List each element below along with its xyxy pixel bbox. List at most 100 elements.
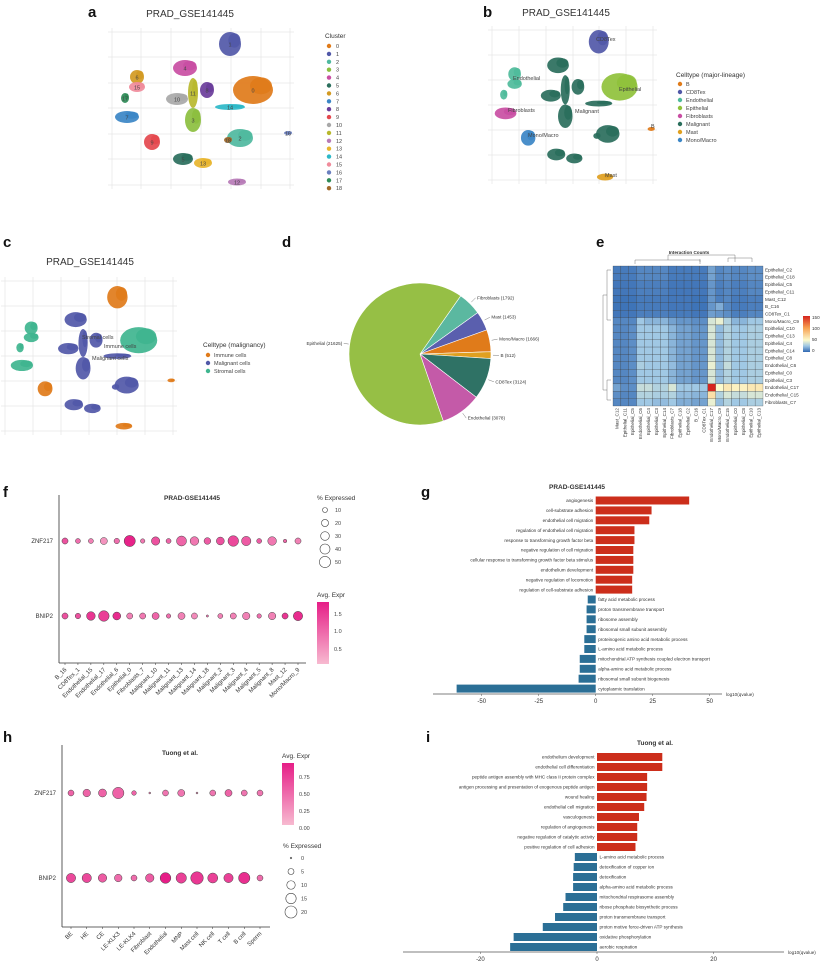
- heatmap-cell: [660, 376, 669, 385]
- heatmap-cell: [620, 280, 629, 289]
- pie-label: Mono/Macro (1666): [499, 337, 540, 342]
- heatmap-cell: [668, 310, 677, 318]
- cluster-blob-12-lobe: [122, 423, 132, 428]
- heatmap-cell: [747, 369, 756, 377]
- pie-label: Endothelial (3078): [468, 416, 506, 421]
- x-tick-label: 0: [594, 699, 598, 705]
- legend-swatch: [326, 59, 332, 64]
- heatmap-cell: [644, 354, 653, 362]
- heatmap-col-label: Fibroblasts_C7: [670, 408, 675, 439]
- dotplot-title: PRAD-GSE141445: [164, 495, 220, 502]
- heatmap-cell: [683, 361, 693, 370]
- dot-bnip2: [256, 613, 262, 619]
- heatmap-cell: [636, 324, 645, 333]
- cluster-label: 13: [200, 162, 206, 168]
- umap-b-point-label: Malignant: [575, 109, 599, 115]
- legend-item-label: 18: [336, 186, 342, 192]
- heatmap-cell: [739, 265, 748, 274]
- color-legend-tick: 0.5: [334, 647, 342, 653]
- bar-down: [573, 873, 597, 881]
- pie-label: Epithelial (21625): [306, 341, 342, 346]
- heatmap-col-label: Mast_C12: [614, 408, 619, 429]
- legend-swatch: [677, 137, 683, 143]
- heatmap-cell: [731, 302, 740, 311]
- heatmap-cell: [652, 332, 661, 340]
- legend-swatch: [677, 121, 683, 127]
- cluster-blob-12-lobe: [235, 178, 246, 184]
- heatmap-cell: [676, 317, 685, 326]
- heatmap-cell: [683, 339, 693, 348]
- legend-item-label: 10: [336, 123, 342, 129]
- bar-category-label: endothelial cell differentiation: [535, 765, 595, 770]
- heatmap-cell: [699, 273, 708, 281]
- cluster-blob-6-lobe: [513, 67, 521, 77]
- heatmap-cell: [636, 265, 645, 274]
- heatmap-cell: [676, 398, 685, 407]
- heatmap-cell: [652, 265, 661, 274]
- heatmap-cell: [707, 361, 716, 370]
- bar-chart-title: PRAD-GSE141445: [549, 484, 605, 491]
- heatmap-cell: [612, 332, 622, 340]
- color-legend-tick: 0.50: [299, 792, 310, 798]
- legend-swatch: [326, 146, 332, 151]
- heatmap-cell: [644, 383, 653, 392]
- heatmap-cell: [699, 310, 708, 318]
- heatmap-cell: [691, 317, 700, 326]
- heatmap-cell: [644, 346, 653, 355]
- heatmap-cell: [707, 376, 716, 385]
- bar-category-label: ribosomal small subunit biogenesis: [598, 676, 670, 681]
- cluster-blob-4-lobe: [183, 60, 197, 71]
- heatmap-cell: [715, 354, 724, 362]
- heatmap-cell: [668, 376, 677, 385]
- cluster-blob-8-lobe: [95, 333, 103, 343]
- bar-down: [579, 654, 596, 663]
- heatmap-cell: [660, 265, 669, 274]
- heatmap-cell: [754, 310, 764, 318]
- cluster-blob-13-lobe: [573, 154, 583, 160]
- heatmap-cell: [691, 310, 700, 318]
- size-legend-label: 10: [335, 508, 341, 514]
- heatmap-cell: [660, 346, 669, 355]
- dot-bnip2: [112, 611, 121, 621]
- heatmap-col-label: Mono/Macro_C9: [717, 408, 722, 442]
- heatmap-cell: [676, 339, 685, 348]
- gene-label: BNIP2: [36, 614, 54, 620]
- cluster-blob-7-lobe: [503, 108, 516, 116]
- dot-bnip2: [256, 874, 264, 882]
- pie-leader-line: [484, 317, 491, 321]
- dot-bnip2: [130, 874, 138, 882]
- dot-bnip2: [217, 613, 224, 619]
- heatmap-cell: [731, 383, 740, 392]
- heatmap-col-label: Epithelial_C18: [678, 408, 683, 438]
- panel-label-c: c: [3, 234, 11, 251]
- heatmap-cell: [668, 346, 677, 355]
- heatmap-cell: [707, 369, 716, 377]
- heatmap-cell: [723, 369, 732, 377]
- cluster-blob-8-lobe: [205, 82, 214, 93]
- color-legend-tick: 1.0: [334, 629, 342, 635]
- dot-znf217: [151, 536, 161, 546]
- heatmap-cell: [747, 287, 756, 296]
- cluster-blob-16-lobe: [170, 378, 175, 381]
- bar-up: [595, 585, 633, 594]
- heatmap-cell: [723, 398, 732, 407]
- heatmap-cell: [723, 273, 732, 281]
- heatmap-cell: [707, 302, 716, 311]
- bar-down: [542, 923, 597, 931]
- heatmap-cell: [676, 369, 685, 377]
- bar-category-label: negative regulation of locomotion: [526, 577, 594, 582]
- heatmap-cell: [723, 376, 732, 385]
- cluster-blob-2-lobe: [606, 125, 619, 137]
- heatmap-col-label: Epithelial_C3: [654, 408, 659, 436]
- heatmap-cell: [707, 339, 716, 348]
- heatmap-cell: [668, 339, 677, 348]
- dot-bnip2: [86, 611, 96, 621]
- heatmap-cell: [652, 369, 661, 377]
- cluster-blob-14-lobe: [596, 100, 612, 105]
- legend-item-label: 17: [336, 178, 342, 184]
- cluster-blob-18-lobe: [227, 137, 232, 141]
- x-tick-label: MNP: [171, 931, 185, 945]
- legend-swatch: [326, 51, 332, 57]
- heatmap-cell: [699, 369, 708, 377]
- cluster-label: 4: [183, 67, 186, 73]
